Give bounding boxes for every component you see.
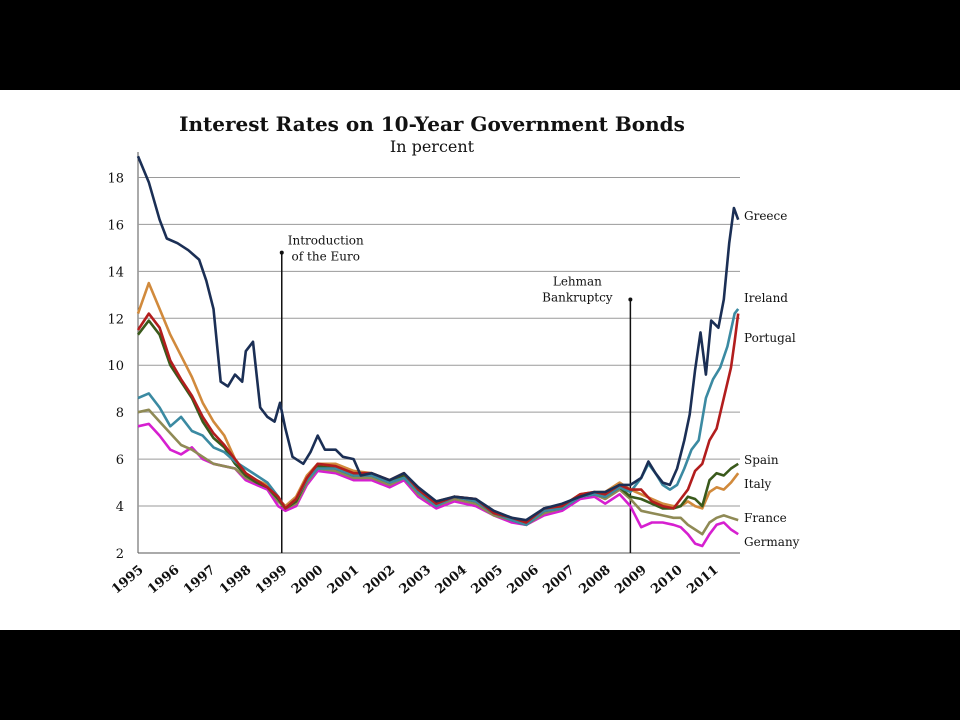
series-label-greece: Greece [744,209,787,223]
series-line-ireland [137,308,740,527]
series-label-italy: Italy [744,477,772,491]
x-tick-label: 1996 [145,563,182,598]
x-tick-label: 1995 [109,563,146,598]
series-label-portugal: Portugal [744,331,796,345]
x-tick-label: 1998 [217,563,254,598]
x-tick-label: 2007 [540,563,577,598]
series-label-france: France [744,511,787,525]
y-tick-label: 16 [107,218,124,233]
series-line-italy [136,281,740,524]
x-tick-label: 2008 [576,563,613,598]
annotation-text: of the Euro [292,250,360,264]
series-label-ireland: Ireland [744,291,788,305]
x-tick-label: 2005 [469,563,506,598]
series-line-france [137,408,739,536]
x-tick-label: 2004 [433,563,470,598]
y-tick-label: 4 [116,500,124,515]
y-tick-label: 6 [116,453,124,468]
y-tick-label: 10 [107,359,124,374]
x-tick-label: 1999 [253,563,290,598]
y-tick-label: 2 [116,547,124,562]
chart-subtitle: In percent [390,137,475,156]
series-line-greece [136,155,740,522]
series-label-spain: Spain [744,453,779,467]
series-label-germany: Germany [744,535,800,549]
x-tick-label: 2011 [684,563,721,598]
x-tick-label: 2010 [648,563,685,598]
x-tick-label: 2006 [505,563,542,598]
annotation-marker [279,250,284,255]
annotation-text: Lehman [553,275,602,289]
chart-slide: Interest Rates on 10-Year Government Bon… [0,90,960,630]
line-chart: Interest Rates on 10-Year Government Bon… [107,112,800,598]
chart-title: Interest Rates on 10-Year Government Bon… [179,112,685,136]
x-tick-label: 2009 [612,563,649,598]
x-tick-label: 2000 [289,563,326,598]
annotation-text: Bankruptcy [542,291,613,305]
x-tick-label: 2003 [397,563,434,598]
y-tick-label: 18 [107,171,124,186]
annotation-marker [628,297,633,302]
series-line-portugal [136,312,740,524]
y-tick-label: 12 [107,312,124,327]
x-tick-label: 2001 [325,563,362,598]
x-tick-label: 1997 [181,563,218,598]
series-line-spain [136,319,739,527]
annotation-text: Introduction [288,234,364,248]
y-tick-label: 14 [107,265,124,280]
y-tick-label: 8 [116,406,124,421]
x-tick-label: 2002 [361,563,398,598]
